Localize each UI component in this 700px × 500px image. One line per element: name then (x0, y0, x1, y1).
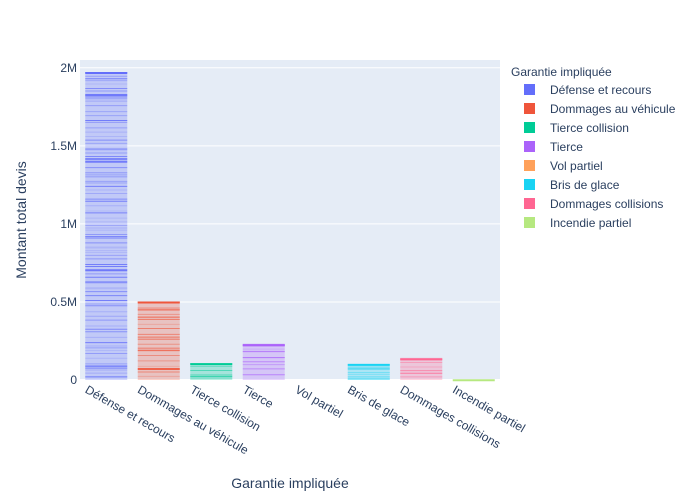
legend-swatch (524, 179, 535, 190)
legend-title: Garantie impliquée (511, 65, 612, 79)
legend-item[interactable]: Tierce collision (524, 121, 629, 135)
bar-fill (137, 301, 180, 380)
legend-label: Tierce (550, 140, 583, 154)
legend-label: Défense et recours (550, 83, 651, 97)
y-tick-label: 2M (60, 61, 77, 75)
bars (85, 71, 495, 382)
y-tick-label: 0.5M (50, 295, 77, 309)
y-tick-label: 1.5M (50, 139, 77, 153)
legend-swatch (524, 217, 535, 228)
legend-item[interactable]: Incendie partiel (524, 216, 631, 230)
legend-item[interactable]: Bris de glace (524, 178, 620, 192)
legend-item[interactable]: Dommages au véhicule (524, 102, 676, 116)
legend-item[interactable]: Défense et recours (524, 83, 651, 97)
legend-swatch (524, 141, 535, 152)
legend-label: Dommages collisions (550, 197, 663, 211)
legend-label: Dommages au véhicule (550, 102, 676, 116)
bar (137, 301, 180, 380)
legend-swatch (524, 198, 535, 209)
plot-background (80, 60, 500, 380)
bar (85, 71, 128, 381)
bar (400, 357, 443, 380)
legend-label: Vol partiel (550, 159, 603, 173)
bar (452, 379, 495, 382)
y-tick-label: 1M (60, 217, 77, 231)
bar (347, 363, 390, 380)
legend-swatch (524, 84, 535, 95)
legend-swatch (524, 103, 535, 114)
x-tick-label: Vol partiel (293, 382, 346, 420)
x-tick-label: Défense et recours (83, 382, 178, 445)
bar-fill (242, 344, 285, 380)
legend-label: Bris de glace (550, 178, 620, 192)
legend-item[interactable]: Tierce (524, 140, 583, 154)
bar-fill (85, 72, 128, 381)
bar (242, 343, 285, 380)
legend-item[interactable]: Dommages collisions (524, 197, 663, 211)
x-tick-label: Tierce (240, 382, 276, 411)
legend: Garantie impliquée Défense et recours Dom… (511, 65, 676, 230)
legend-swatch (524, 160, 535, 171)
y-tick-label: 0 (70, 373, 77, 387)
bar-fill (190, 363, 233, 380)
legend-swatch (524, 122, 535, 133)
bar-fill (400, 358, 443, 380)
bar (190, 363, 233, 380)
legend-label: Tierce collision (550, 121, 629, 135)
legend-label: Incendie partiel (550, 216, 631, 230)
y-axis-title: Montant total devis (13, 161, 29, 279)
legend-item[interactable]: Vol partiel (524, 159, 603, 173)
y-axis-ticks: 0 0.5M 1M 1.5M 2M (50, 61, 77, 387)
x-axis-title: Garantie impliquée (231, 475, 349, 491)
